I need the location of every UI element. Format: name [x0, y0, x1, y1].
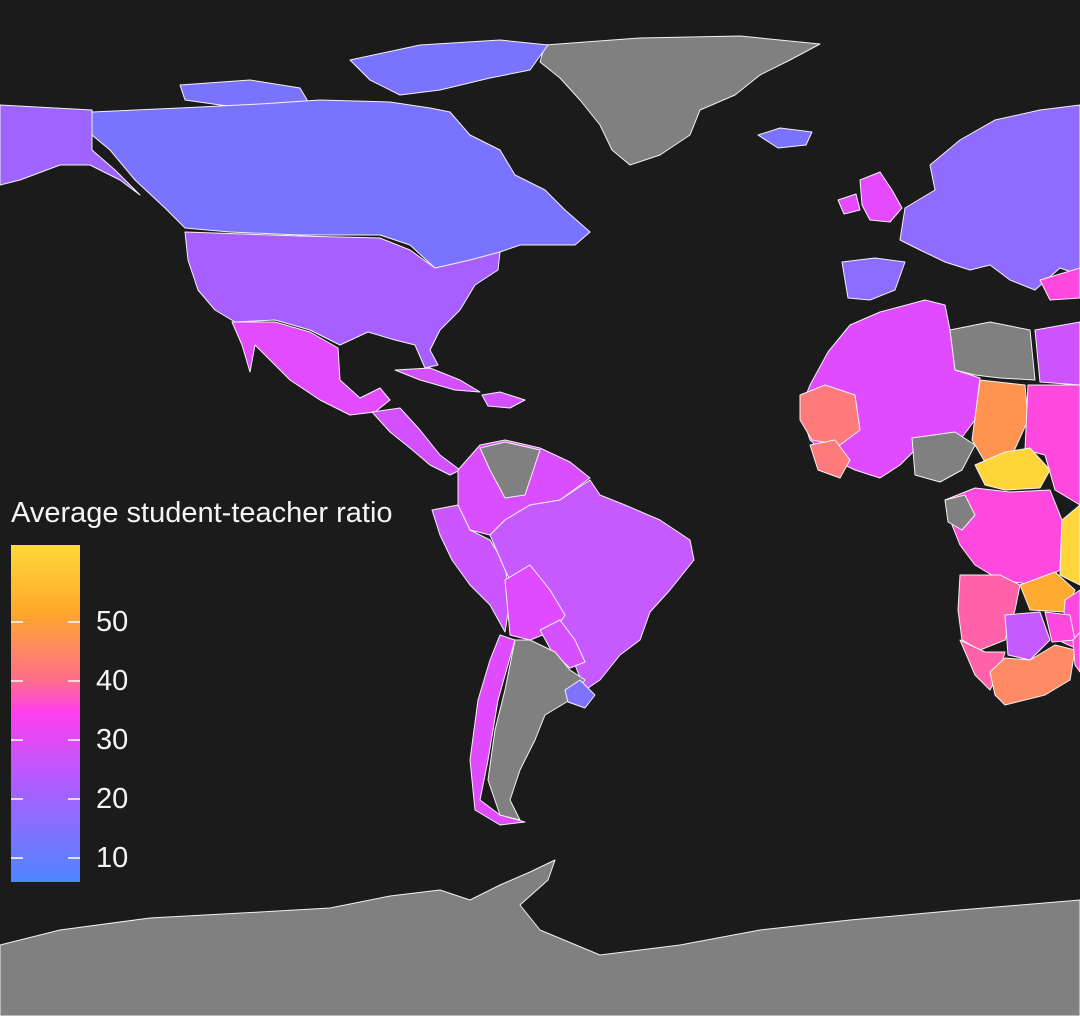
region-guinea: [809, 439, 851, 479]
region-ireland: [837, 193, 861, 215]
region-turkey: [1039, 267, 1080, 301]
region-chile: [469, 634, 526, 826]
legend-tick-mark-right: [68, 679, 80, 682]
legend-tick-label: 30: [96, 724, 129, 757]
region-egypt: [1034, 321, 1080, 386]
region-canada-arctic: [349, 39, 549, 96]
region-alaska: [0, 104, 141, 196]
legend-tick-label: 20: [96, 783, 129, 816]
region-iberia: [841, 257, 906, 301]
legend-tick-mark-right: [68, 620, 80, 623]
region-central-america: [371, 407, 461, 476]
region-libya: [949, 321, 1036, 381]
region-east-africa: [1059, 504, 1080, 586]
region-botswana: [1004, 611, 1051, 661]
region-greenland: [539, 35, 821, 166]
legend-tick-mark-left: [11, 798, 23, 801]
region-antarctica: [0, 859, 1080, 1016]
region-europe: [899, 104, 1080, 291]
legend-title: Average student-teacher ratio: [11, 497, 393, 529]
region-guianas: [479, 441, 541, 499]
legend-tick-mark-left: [11, 739, 23, 742]
legend-tick-mark-right: [68, 798, 80, 801]
region-angola: [957, 574, 1021, 651]
legend-tick-label: 50: [96, 605, 129, 638]
legend-tick-mark-left: [11, 857, 23, 860]
legend-tick-mark-right: [68, 857, 80, 860]
region-argentina: [487, 639, 586, 821]
region-hispaniola: [481, 391, 526, 409]
legend-tick-label: 40: [96, 664, 129, 697]
region-peru-ecuador: [431, 504, 511, 633]
region-central-african-republic: [974, 447, 1051, 491]
region-mauritania: [799, 384, 861, 446]
legend-tick-label: 10: [96, 842, 129, 875]
region-gabon: [944, 494, 976, 531]
region-iceland: [757, 127, 813, 149]
legend-tick-mark-right: [68, 739, 80, 742]
region-canada: [91, 99, 591, 269]
legend-tick-mark-left: [11, 620, 23, 623]
region-south-africa: [989, 644, 1076, 706]
region-madagascar: [1072, 631, 1080, 673]
region-uk: [859, 171, 903, 223]
legend-colorbar: [11, 545, 80, 882]
legend-tick-mark-left: [11, 679, 23, 682]
region-cuba: [394, 367, 481, 393]
region-uruguay: [564, 679, 596, 709]
region-nigeria: [911, 431, 976, 483]
